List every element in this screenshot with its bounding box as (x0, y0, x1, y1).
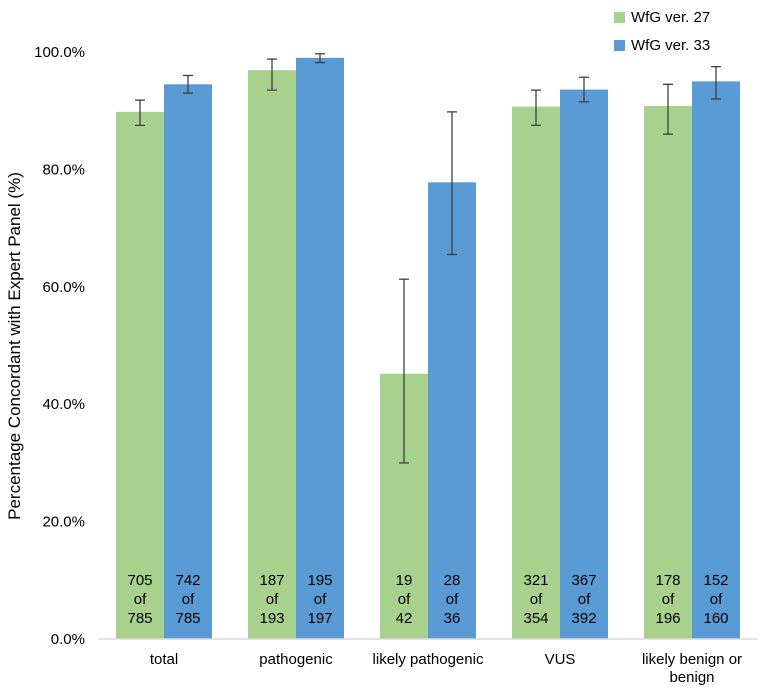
count-label: 367 of 392 (571, 572, 596, 627)
bar-1-1 (116, 111, 164, 639)
count-label: 705 of 785 (127, 572, 152, 627)
error-bars (135, 53, 721, 464)
bars (116, 57, 740, 640)
count-label: 28 of 36 (444, 572, 461, 627)
y-tick-label: 80.0% (42, 161, 85, 178)
x-category-label: VUS (545, 651, 576, 668)
legend-label-1: WfG ver. 27 (631, 9, 710, 26)
bar-1-2 (248, 70, 296, 639)
bar-1-5 (644, 106, 692, 639)
x-axis-labels: total pathogenic likely pathogenic VUS likel… (150, 651, 742, 686)
x-category-label: likely benign or benign (642, 651, 742, 686)
y-tick-label: 20.0% (42, 514, 85, 531)
bar-2-1 (164, 84, 212, 639)
count-label: 195 of 197 (307, 572, 332, 627)
legend-label-2: WfG ver. 33 (631, 37, 710, 54)
x-category-label: likely pathogenic (373, 651, 484, 668)
y-tick-label: 100.0% (34, 44, 85, 61)
bar-2-2 (296, 57, 344, 640)
count-label: 187 of 193 (259, 572, 284, 627)
count-label: 178 of 196 (655, 572, 680, 627)
bar-2-4 (560, 89, 608, 640)
y-tick-label: 40.0% (42, 396, 85, 413)
bar-1-4 (512, 106, 560, 639)
legend: WfG ver. 27 WfG ver. 33 (614, 9, 710, 54)
y-tick-label: 0.0% (51, 631, 85, 648)
legend-swatch-2 (614, 40, 625, 51)
count-labels: 705 of 785 187 of 193 19 of 42 321 of 354 178 of 196 74… (127, 572, 728, 627)
legend-swatch-1 (614, 12, 625, 23)
bar-2-3 (428, 182, 476, 639)
count-label: 19 of 42 (396, 572, 413, 627)
x-category-label: pathogenic (259, 651, 333, 668)
y-axis: 0.0% 20.0% 40.0% 60.0% 80.0% 100.0% (34, 44, 85, 648)
x-category-label: total (150, 651, 178, 668)
count-label: 742 of 785 (175, 572, 200, 627)
bar-2-5 (692, 81, 740, 640)
count-label: 321 of 354 (523, 572, 548, 627)
y-axis-title: Percentage Concordant with Expert Panel … (5, 172, 24, 520)
count-label: 152 of 160 (703, 572, 728, 627)
y-tick-label: 60.0% (42, 279, 85, 296)
